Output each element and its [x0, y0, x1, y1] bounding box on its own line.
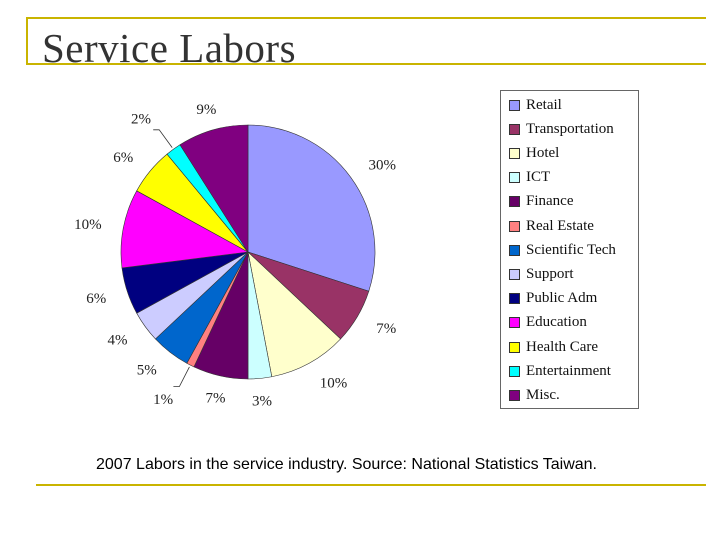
data-label-hotel: 10%: [320, 376, 348, 392]
legend-item-real-estate: Real Estate: [509, 216, 594, 236]
legend-label: Hotel: [526, 144, 560, 161]
data-label-ict: 3%: [252, 393, 272, 409]
legend-label: Public Adm: [526, 290, 598, 307]
data-label-education: 10%: [74, 217, 102, 233]
title-underline: [26, 63, 706, 65]
legend-swatch: [509, 389, 520, 401]
legend-swatch: [509, 123, 520, 135]
legend-label: Scientific Tech: [526, 241, 616, 258]
data-label-support: 4%: [108, 333, 128, 349]
leader-line-real-estate: [173, 366, 190, 387]
top-rule: [26, 17, 706, 19]
legend-label: Retail: [526, 96, 562, 113]
legend-swatch: [509, 365, 520, 377]
chart-caption: 2007 Labors in the service industry. Sou…: [96, 456, 597, 473]
data-label-public-adm: 6%: [86, 291, 106, 307]
legend-item-scientific-tech: Scientific Tech: [509, 240, 616, 260]
legend-item-education: Education: [509, 313, 587, 333]
leader-line-entertainment: [153, 129, 173, 148]
data-label-misc: 9%: [196, 102, 216, 118]
legend-item-retail: Retail: [509, 95, 562, 115]
legend-item-public-adm: Public Adm: [509, 289, 597, 309]
data-label-real-estate: 1%: [153, 392, 173, 408]
legend-swatch: [509, 220, 520, 232]
legend-label: Transportation: [526, 120, 614, 137]
legend-label: Education: [526, 314, 587, 331]
legend-swatch: [509, 293, 520, 305]
slide-title: Service Labors: [42, 25, 297, 71]
legend-swatch: [509, 99, 520, 111]
legend-swatch: [509, 147, 520, 159]
legend-item-hotel: Hotel: [509, 143, 559, 163]
vertical-rule: [26, 17, 28, 63]
legend-swatch: [509, 317, 520, 329]
pie-slice-retail: [247, 124, 376, 292]
legend-swatch: [509, 244, 520, 256]
data-label-scientific-tech: 5%: [137, 363, 157, 379]
data-label-entertainment: 2%: [131, 112, 151, 128]
legend-item-ict: ICT: [509, 168, 550, 188]
data-label-retail: 30%: [369, 157, 397, 173]
legend-item-support: Support: [509, 264, 574, 284]
legend-label: Entertainment: [526, 362, 611, 379]
data-label-finance: 7%: [206, 390, 226, 406]
legend-item-misc: Misc.: [509, 385, 560, 405]
legend-label: ICT: [526, 169, 551, 186]
legend-label: Finance: [526, 193, 574, 210]
legend-swatch: [509, 268, 520, 280]
data-label-health-care: 6%: [113, 150, 133, 166]
pie-chart: 30% 7% 10% 3% 7% 1% 5% 4% 6% 10% 6% 2% 9%: [74, 102, 397, 409]
pie-slice-education: [120, 190, 249, 269]
pie-slice-misc: [179, 124, 249, 254]
legend-swatch: [509, 196, 520, 208]
legend-item-health-care: Health Care: [509, 337, 598, 357]
data-label-transportation: 7%: [376, 321, 396, 337]
bottom-rule: [36, 484, 706, 486]
legend-item-entertainment: Entertainment: [509, 361, 611, 381]
legend-swatch: [509, 341, 520, 353]
legend-label: Support: [526, 265, 574, 282]
legend-swatch: [509, 172, 520, 184]
chart-legend: Retail Transportation Hotel ICT Finance Real …: [500, 90, 639, 409]
pie-slice-hotel: [247, 251, 342, 378]
legend-label: Real Estate: [526, 217, 594, 234]
legend-item-finance: Finance: [509, 192, 573, 212]
legend-label: Health Care: [526, 338, 599, 355]
legend-label: Misc.: [526, 386, 560, 403]
legend-item-transportation: Transportation: [509, 119, 614, 139]
